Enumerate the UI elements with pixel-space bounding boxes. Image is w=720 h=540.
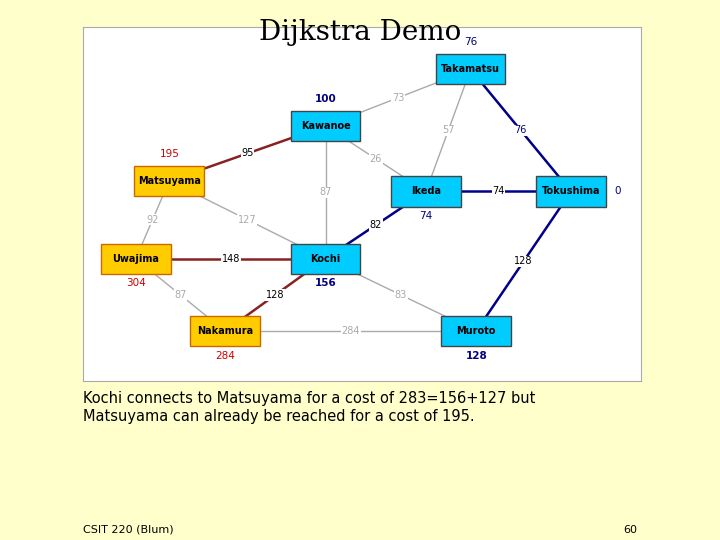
Text: 74: 74 xyxy=(419,211,433,221)
Text: 76: 76 xyxy=(515,125,527,136)
Text: 87: 87 xyxy=(320,187,332,197)
Text: 156: 156 xyxy=(315,278,336,288)
FancyBboxPatch shape xyxy=(190,316,260,346)
Text: Muroto: Muroto xyxy=(456,326,496,336)
Text: Kochi: Kochi xyxy=(310,254,341,264)
Text: 127: 127 xyxy=(238,215,257,225)
Text: 87: 87 xyxy=(174,290,186,300)
Text: Tokushima: Tokushima xyxy=(541,186,600,197)
Text: 128: 128 xyxy=(266,290,284,300)
Text: Nakamura: Nakamura xyxy=(197,326,253,336)
Text: 26: 26 xyxy=(369,154,382,164)
FancyBboxPatch shape xyxy=(101,244,171,274)
Text: 0: 0 xyxy=(614,186,621,197)
Text: Kawanoe: Kawanoe xyxy=(301,121,351,131)
Text: 128: 128 xyxy=(465,351,487,361)
FancyBboxPatch shape xyxy=(536,177,606,206)
Text: 148: 148 xyxy=(222,254,240,264)
FancyBboxPatch shape xyxy=(441,316,511,346)
Text: 74: 74 xyxy=(492,186,505,197)
Text: 128: 128 xyxy=(514,256,533,266)
Text: Uwajima: Uwajima xyxy=(112,254,159,264)
Text: 82: 82 xyxy=(369,220,382,230)
Text: Kochi connects to Matsuyama for a cost of 283=156+127 but
Matsuyama can already : Kochi connects to Matsuyama for a cost o… xyxy=(83,392,535,424)
Text: 284: 284 xyxy=(215,351,235,361)
Text: 284: 284 xyxy=(341,326,360,336)
FancyBboxPatch shape xyxy=(135,166,204,196)
Text: 95: 95 xyxy=(241,148,253,158)
Text: 304: 304 xyxy=(126,278,145,288)
Text: CSIT 220 (Blum): CSIT 220 (Blum) xyxy=(83,524,174,535)
Text: Dijkstra Demo: Dijkstra Demo xyxy=(259,19,461,46)
Text: 92: 92 xyxy=(146,215,158,225)
Text: 195: 195 xyxy=(159,148,179,159)
FancyBboxPatch shape xyxy=(436,55,505,84)
FancyBboxPatch shape xyxy=(291,111,361,141)
Text: 60: 60 xyxy=(624,524,637,535)
Text: 73: 73 xyxy=(392,93,404,103)
Text: 83: 83 xyxy=(395,290,407,300)
FancyBboxPatch shape xyxy=(291,244,361,274)
FancyBboxPatch shape xyxy=(391,177,461,206)
Text: 57: 57 xyxy=(442,125,454,136)
Text: Takamatsu: Takamatsu xyxy=(441,64,500,75)
Text: Matsuyama: Matsuyama xyxy=(138,176,201,186)
Text: 76: 76 xyxy=(464,37,477,48)
Text: Ikeda: Ikeda xyxy=(411,186,441,197)
Text: 100: 100 xyxy=(315,94,336,104)
